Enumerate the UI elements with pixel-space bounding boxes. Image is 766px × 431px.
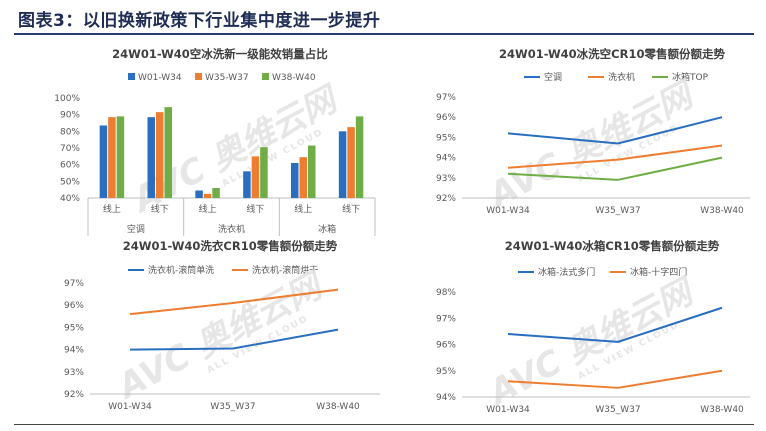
- y-tick-label: 93%: [436, 174, 456, 184]
- y-tick-label: 94%: [64, 346, 84, 356]
- bar: [164, 107, 172, 198]
- series-line: [507, 306, 723, 343]
- y-tick-label: 95%: [436, 133, 456, 143]
- legend-swatch: [262, 73, 269, 80]
- bar: [291, 163, 299, 198]
- y-tick-label: 60%: [60, 161, 80, 171]
- legend-label: 冰箱-法式多门: [538, 266, 595, 278]
- x-group-label: 空调: [127, 223, 145, 235]
- legend-label: W38-W40: [272, 73, 316, 83]
- legend-swatch: [195, 73, 202, 80]
- y-tick-label: 95%: [436, 367, 456, 377]
- series-line: [507, 144, 723, 169]
- bar: [203, 193, 212, 198]
- bar: [99, 125, 108, 198]
- title-rule: [14, 33, 754, 35]
- bar: [338, 131, 347, 198]
- x-tick-label: 线下: [342, 203, 360, 215]
- bar: [212, 188, 220, 198]
- bar: [299, 157, 307, 198]
- y-tick-label: 90%: [60, 111, 80, 121]
- x-tick-label: W01-W34: [486, 206, 530, 216]
- y-tick-label: 70%: [60, 144, 80, 154]
- bar: [108, 117, 116, 198]
- x-tick-label: 线上: [103, 203, 121, 215]
- x-group-label: 洗衣机: [218, 223, 245, 235]
- chart-title: 24W01-W40冰箱CR10零售额份额走势: [505, 239, 720, 253]
- y-tick-label: 50%: [60, 177, 80, 187]
- y-tick-label: 96%: [436, 341, 456, 351]
- y-tick-label: 94%: [436, 393, 456, 403]
- y-tick-label: 96%: [64, 301, 84, 311]
- x-tick-label: 线上: [199, 203, 217, 215]
- y-tick-label: 96%: [436, 113, 456, 123]
- chart-title: 24W01-W40洗衣CR10零售额份额走势: [123, 239, 338, 253]
- bar: [156, 112, 164, 198]
- series-line: [507, 369, 723, 389]
- legend-label: 洗衣机-滚筒烘干: [252, 264, 318, 276]
- watermark-text: AVC 奥维云网: [480, 270, 703, 414]
- y-tick-label: 40%: [60, 194, 80, 204]
- bar: [251, 156, 260, 198]
- x-tick-label: W35_W37: [595, 405, 640, 415]
- legend-label: W01-W34: [138, 73, 182, 83]
- y-tick-label: 97%: [436, 314, 456, 324]
- legend-swatch: [128, 73, 135, 80]
- y-tick-label: 93%: [64, 368, 84, 378]
- x-tick-label: W38-W40: [700, 206, 744, 216]
- y-tick-label: 98%: [436, 288, 456, 298]
- bar: [147, 117, 155, 198]
- legend-label: 洗衣机: [608, 71, 635, 83]
- y-tick-label: 92%: [436, 194, 456, 204]
- series-line: [129, 328, 339, 351]
- legend-label: 空调: [544, 71, 562, 83]
- x-tick-label: W01-W34: [108, 402, 152, 412]
- chart-title: 24W01-W40空冰洗新一级能效销量占比: [112, 47, 328, 61]
- y-tick-label: 97%: [64, 279, 84, 289]
- x-tick-label: W01-W34: [486, 405, 530, 415]
- series-line: [129, 288, 339, 316]
- y-tick-label: 80%: [60, 127, 80, 137]
- y-tick-label: 92%: [64, 390, 84, 400]
- y-tick-label: 94%: [436, 154, 456, 164]
- legend-label: W35-W37: [205, 73, 249, 83]
- x-tick-label: 线下: [151, 203, 169, 215]
- bar: [116, 116, 125, 198]
- legend-label: 冰箱-十字四门: [630, 266, 687, 278]
- x-tick-label: W35_W37: [210, 402, 255, 412]
- y-tick-label: 97%: [436, 93, 456, 103]
- x-tick-label: 线上: [294, 203, 312, 215]
- watermark-text: AVC 奥维云网: [480, 73, 703, 217]
- series-line: [507, 156, 723, 181]
- bar: [243, 171, 251, 198]
- x-tick-label: 线下: [246, 203, 264, 215]
- figure-title: 图表3：以旧换新政策下行业集中度进一步提升: [18, 11, 381, 31]
- legend-label: 洗衣机-滚筒单洗: [148, 264, 214, 276]
- bar: [355, 116, 364, 198]
- y-tick-label: 95%: [64, 323, 84, 333]
- bar: [347, 127, 355, 198]
- series-line: [507, 116, 723, 145]
- bar: [308, 145, 316, 198]
- legend-label: 冰箱TOP: [672, 71, 709, 83]
- energy-efficiency-bar-chart: 24W01-W40空冰洗新一级能效销量占比 W01-W34 W35-W37 W38-W…: [54, 47, 376, 236]
- x-group-label: 冰箱: [318, 223, 336, 235]
- bar: [195, 190, 203, 198]
- bottom-rule: [14, 424, 754, 425]
- x-tick-label: W38-W40: [316, 402, 360, 412]
- y-tick-label: 100%: [54, 94, 80, 104]
- x-tick-label: W38-W40: [700, 405, 744, 415]
- x-tick-label: W35_W37: [595, 206, 640, 216]
- chart-title: 24W01-W40冰洗空CR10零售额份额走势: [499, 47, 725, 61]
- bar: [260, 147, 268, 198]
